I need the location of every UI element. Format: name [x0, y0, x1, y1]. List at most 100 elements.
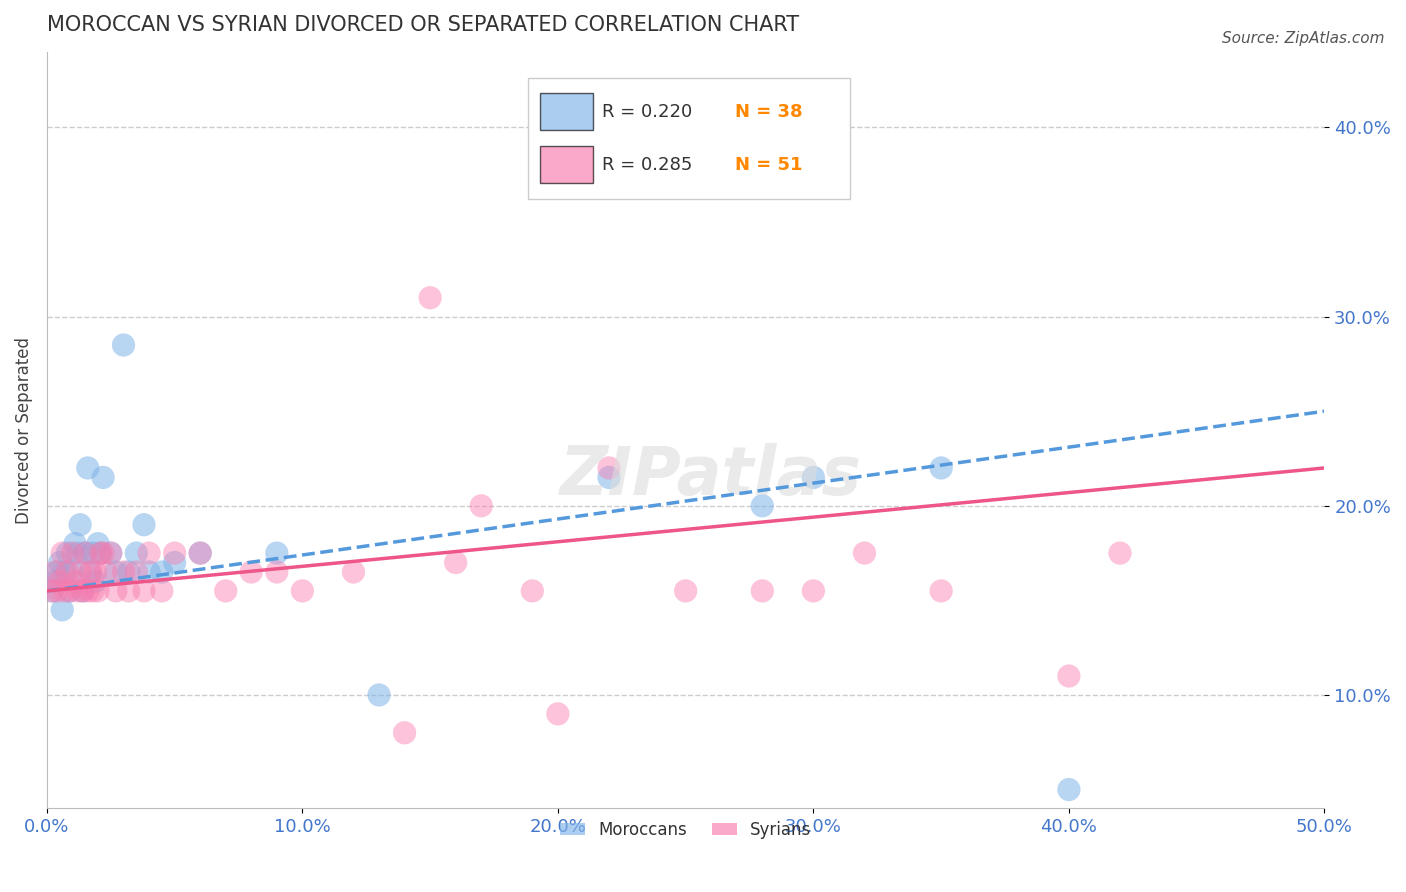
Point: [598, 470, 620, 484]
Point: [100, 546, 122, 560]
Point: [675, 583, 697, 598]
Text: R = 0.220: R = 0.220: [602, 103, 693, 120]
Point: [63, 536, 86, 550]
Point: [266, 565, 288, 579]
Point: [62, 565, 84, 579]
Point: [66, 546, 89, 560]
Point: [94, 565, 117, 579]
Point: [62, 546, 84, 560]
Point: [44, 565, 66, 579]
Text: R = 0.285: R = 0.285: [602, 156, 693, 174]
Point: [48, 574, 70, 589]
Point: [598, 461, 620, 475]
Text: MOROCCAN VS SYRIAN DIVORCED OR SEPARATED CORRELATION CHART: MOROCCAN VS SYRIAN DIVORCED OR SEPARATED…: [46, 15, 799, 35]
Point: [82, 583, 104, 598]
Point: [104, 565, 127, 579]
Point: [41, 583, 63, 598]
Legend: Moroccans, Syrians: Moroccans, Syrians: [553, 814, 818, 846]
Point: [118, 583, 141, 598]
Point: [69, 565, 91, 579]
Point: [69, 517, 91, 532]
Point: [132, 517, 155, 532]
Point: [751, 583, 773, 598]
Point: [48, 556, 70, 570]
Point: [53, 565, 76, 579]
Point: [56, 565, 79, 579]
Point: [84, 565, 107, 579]
Point: [56, 546, 79, 560]
Point: [1109, 546, 1132, 560]
Point: [112, 338, 135, 352]
Point: [1057, 782, 1080, 797]
Point: [444, 556, 467, 570]
Point: [853, 546, 876, 560]
Text: N = 51: N = 51: [735, 156, 803, 174]
Point: [240, 565, 263, 579]
Point: [87, 536, 110, 550]
Point: [59, 583, 82, 598]
Point: [132, 583, 155, 598]
Point: [125, 565, 148, 579]
Point: [79, 565, 101, 579]
Point: [59, 583, 82, 598]
Point: [112, 565, 135, 579]
Point: [547, 706, 569, 721]
Point: [368, 688, 391, 702]
FancyBboxPatch shape: [540, 93, 593, 130]
Point: [138, 546, 160, 560]
Point: [118, 565, 141, 579]
Point: [41, 583, 63, 598]
Point: [72, 583, 94, 598]
Text: Source: ZipAtlas.com: Source: ZipAtlas.com: [1222, 31, 1385, 46]
Point: [90, 546, 112, 560]
FancyBboxPatch shape: [529, 78, 849, 199]
Point: [87, 583, 110, 598]
Point: [76, 461, 98, 475]
Point: [188, 546, 211, 560]
Point: [79, 565, 101, 579]
Point: [215, 583, 238, 598]
Point: [394, 726, 416, 740]
Point: [104, 583, 127, 598]
Point: [1057, 669, 1080, 683]
Point: [46, 565, 69, 579]
Point: [751, 499, 773, 513]
Point: [266, 546, 288, 560]
Point: [150, 565, 173, 579]
Point: [91, 470, 114, 484]
Point: [63, 574, 86, 589]
Point: [929, 461, 952, 475]
Point: [163, 556, 186, 570]
Point: [522, 583, 544, 598]
Point: [91, 546, 114, 560]
Point: [66, 583, 89, 598]
Point: [44, 574, 66, 589]
Point: [470, 499, 492, 513]
Text: ZIPatlas: ZIPatlas: [560, 442, 862, 508]
Point: [803, 583, 825, 598]
Point: [803, 470, 825, 484]
Point: [72, 583, 94, 598]
Point: [84, 574, 107, 589]
Point: [51, 546, 73, 560]
Point: [150, 583, 173, 598]
Point: [76, 583, 98, 598]
Point: [929, 583, 952, 598]
Y-axis label: Divorced or Separated: Divorced or Separated: [15, 336, 32, 524]
Point: [342, 565, 364, 579]
Point: [100, 546, 122, 560]
FancyBboxPatch shape: [540, 146, 593, 184]
Point: [46, 583, 69, 598]
Point: [291, 583, 314, 598]
Point: [90, 546, 112, 560]
Point: [125, 546, 148, 560]
Point: [163, 546, 186, 560]
Point: [75, 546, 97, 560]
Point: [82, 546, 104, 560]
Point: [419, 291, 441, 305]
Point: [138, 565, 160, 579]
Point: [51, 603, 73, 617]
Point: [75, 546, 97, 560]
Text: N = 38: N = 38: [735, 103, 803, 120]
Point: [53, 583, 76, 598]
